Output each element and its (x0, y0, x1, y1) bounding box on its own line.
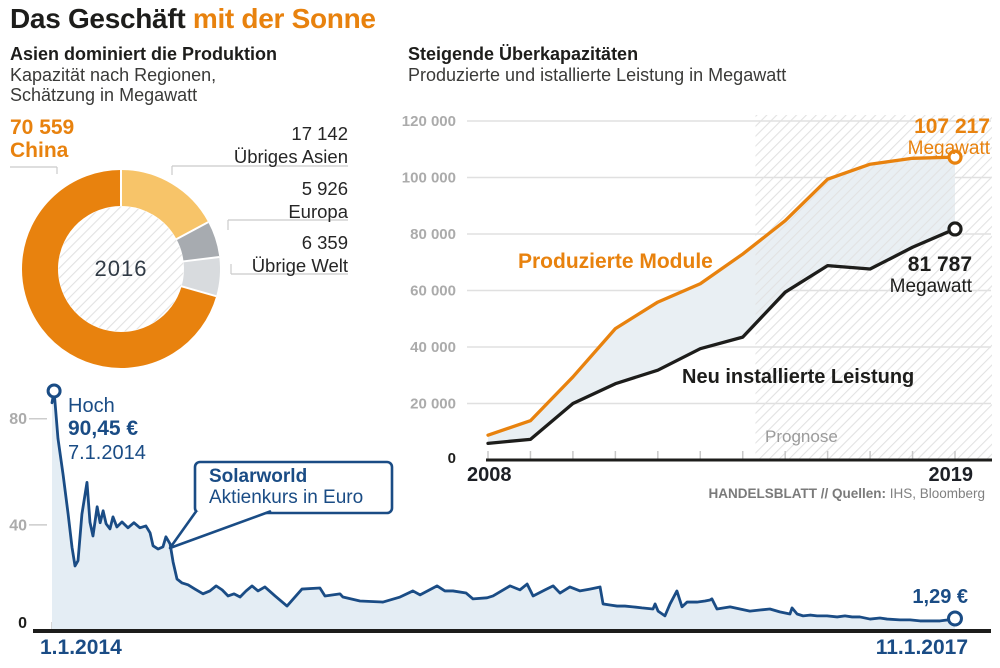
donut-subtitle-line2: Schätzung in Megawatt (10, 85, 198, 105)
installed-end-label: 81 787 Megawatt (889, 253, 972, 298)
donut-label-name: Übriges Asien (233, 146, 348, 167)
donut-center-year: 2016 (94, 256, 148, 281)
donut-label-name: Europa (288, 201, 348, 222)
donut-segment-1 (120, 170, 209, 240)
callout-tail (168, 510, 272, 550)
overcap-subtitle: Produzierte und istallierte Leistung in … (408, 65, 787, 85)
donut-label-value: 5 926 (301, 178, 348, 199)
y-axis-label: 0 (448, 450, 456, 467)
donut-label-europa: 5 926 Europa (288, 177, 348, 223)
segment-separator (182, 256, 220, 263)
stock-price-chart: 0 40 80 (9, 383, 991, 633)
y-axis-label: 120 000 (402, 113, 456, 130)
installed-end-marker (947, 221, 963, 237)
y-axis-label: 0 (18, 615, 27, 632)
installed-end-unit: Megawatt (889, 276, 972, 297)
produced-end-marker (947, 149, 963, 165)
callout-title: Solarworld (209, 466, 308, 487)
installed-series-label: Neu installierte Leistung (682, 366, 915, 388)
stock-high-date: 7.1.2014 (68, 442, 146, 464)
produced-line (486, 155, 957, 437)
donut-label-value: 6 359 (301, 232, 348, 253)
produced-series-label: Produzierte Module (518, 250, 713, 273)
donut-segment-2 (176, 222, 220, 263)
y-axis-label: 60 000 (410, 283, 456, 300)
overcap-x-first: 2008 (467, 464, 512, 486)
y-axis-label: 40 (9, 517, 27, 534)
segment-separator (175, 221, 209, 241)
page-title-black: Das Geschäft (10, 3, 186, 34)
overcap-x-last: 2019 (928, 464, 974, 486)
produced-end-value: 107 217 (914, 115, 990, 138)
source-names: IHS, Bloomberg (885, 486, 985, 501)
installed-line (486, 227, 957, 445)
y-axis-label: 100 000 (402, 170, 456, 187)
stock-x-first: 1.1.2014 (40, 636, 122, 659)
callout-subtitle: Aktienkurs in Euro (209, 487, 364, 508)
china-value: 70 559 (10, 116, 75, 139)
donut-subtitle-line1: Kapazität nach Regionen, (10, 65, 217, 85)
page-title: Das Geschäft mit der Sonne (10, 3, 376, 35)
peak-marker (46, 383, 62, 399)
stock-x-last: 11.1.2017 (875, 636, 968, 659)
y-axis-label: 20 000 (410, 396, 456, 413)
donut-segment-3 (181, 257, 220, 297)
end-marker (946, 610, 963, 627)
installed-end-value: 81 787 (907, 253, 972, 276)
y-axis-label: 80 000 (410, 226, 456, 243)
donut-label-name: Übrige Welt (251, 255, 348, 276)
donut-label-uebriges-asien: 17 142 Übriges Asien (234, 122, 348, 168)
price-area (52, 390, 955, 629)
overcapacity-chart: 0 20 000 40 000 60 000 80 000 100 000 120 000 (402, 113, 992, 467)
stock-high-label: Hoch (68, 395, 115, 417)
callout-box (193, 460, 394, 515)
segment-separator (180, 285, 217, 298)
page-title-orange: mit der Sonne (185, 3, 376, 34)
overcap-title: Steigende Überkapazitäten (408, 44, 639, 64)
prognose-label: Prognose (765, 427, 838, 446)
price-line (50, 389, 957, 623)
donut-segment-0 (22, 170, 217, 368)
produced-end-unit: Megawatt (907, 138, 990, 159)
stock-high-value: 90,45 € (68, 417, 139, 440)
china-label: China (10, 139, 69, 162)
y-axis-label: 80 (9, 411, 27, 428)
donut-label-uebrige-welt: 6 359 Übrige Welt (252, 231, 348, 277)
y-axis-label: 40 000 (410, 339, 456, 356)
source-publisher: HANDELSBLATT // Quellen: (708, 486, 886, 501)
donut-label-value: 17 142 (291, 123, 348, 144)
produced-end-label: 107 217 Megawatt (907, 115, 990, 160)
donut-hole-hatch (58, 206, 184, 332)
donut-title: Asien dominiert die Produktion (10, 44, 278, 64)
stock-last-value: 1,29 € (912, 586, 968, 608)
donut-chart (10, 165, 348, 368)
source-line: HANDELSBLATT // Quellen: IHS, Bloomberg (708, 486, 985, 501)
